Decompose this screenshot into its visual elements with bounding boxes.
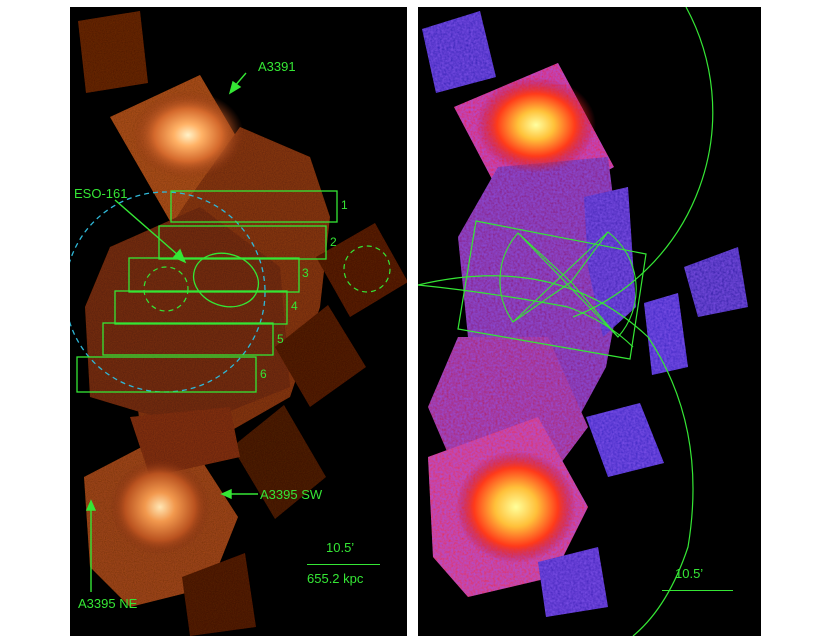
a3395-cluster-core <box>456 451 576 563</box>
scale-bar <box>307 564 380 565</box>
box-number-2: 2 <box>330 235 337 249</box>
scale-bar <box>662 590 733 591</box>
a3391-cluster-core <box>476 77 596 173</box>
extraction-box-5 <box>102 322 274 356</box>
a3391-cluster-core <box>132 91 244 179</box>
sector-line <box>517 232 619 338</box>
eso161-label: ESO-161 <box>74 186 128 201</box>
a3395sw-label: A3395 SW <box>260 487 323 502</box>
right-xray-image <box>418 7 748 636</box>
right-xray-image-panel: 10.5’ <box>418 7 761 636</box>
sector-line <box>512 231 609 323</box>
a3395sw-arrowhead <box>220 488 232 500</box>
a3395-cluster-core <box>110 459 210 555</box>
eso161-arrowhead <box>172 248 187 264</box>
eso161-ellipse <box>192 252 260 308</box>
extraction-box-1 <box>170 190 338 223</box>
box-number-1: 1 <box>341 198 348 212</box>
background-region-circle <box>343 245 391 293</box>
scale-angle-label: 10.5’ <box>675 566 704 581</box>
scale-angle-label: 10.5’ <box>326 540 355 555</box>
left-xray-image-panel: A3391 ESO-161 A3395 SW A3395 NE 1 2 3 4 … <box>70 7 407 636</box>
extraction-box-3 <box>128 257 300 293</box>
a3395ne-arrowhead <box>85 499 97 511</box>
extraction-box-6 <box>76 356 257 393</box>
box-number-4: 4 <box>291 299 298 313</box>
box-number-5: 5 <box>277 332 284 346</box>
a3391-arrowhead <box>228 80 242 95</box>
sector-region-right <box>570 231 637 338</box>
left-xray-image <box>70 11 407 636</box>
sector-region-left <box>499 232 572 323</box>
a3395ne-label: A3395 NE <box>78 596 138 611</box>
large-arc-upper <box>572 7 714 318</box>
extraction-box-4 <box>114 290 288 325</box>
eso161-arrow <box>114 199 179 256</box>
box-number-3: 3 <box>302 266 309 280</box>
region-box <box>457 220 647 360</box>
scale-distance-label: 655.2 kpc <box>307 571 364 586</box>
a3391-label: A3391 <box>258 59 296 74</box>
large-arc-lower <box>418 275 694 636</box>
box-number-6: 6 <box>260 367 267 381</box>
background-region-circle <box>143 266 189 312</box>
extraction-box-2 <box>158 225 327 260</box>
